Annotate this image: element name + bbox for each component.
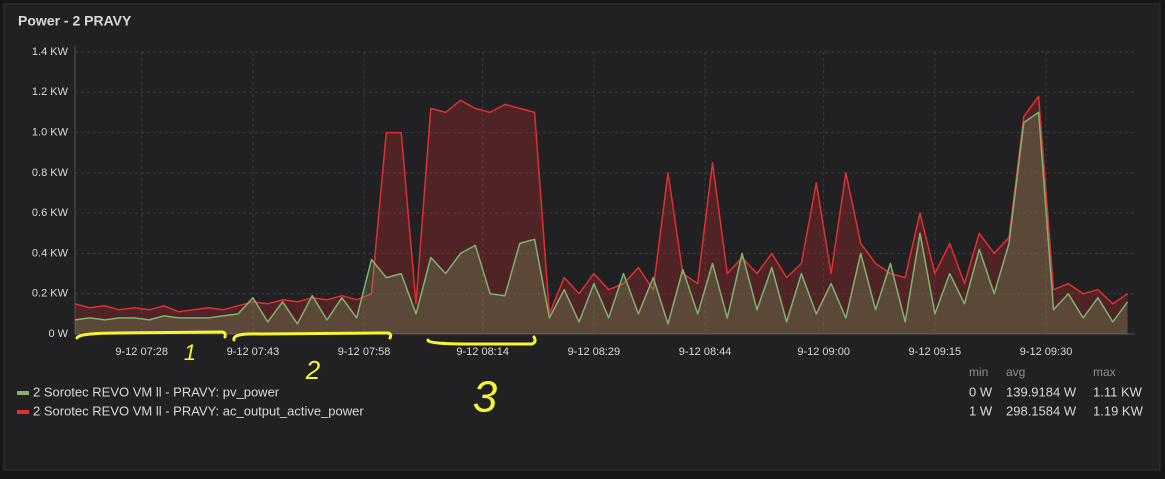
annotation: 2 [305,355,321,385]
legend-avg: 298.1584 W [1006,403,1077,418]
underline [426,335,537,346]
legend-min: 0 W [969,384,993,399]
y-tick-label: 0 W [48,328,68,340]
underline [232,331,393,342]
series-area [75,96,1128,334]
legend-label: 2 Sorotec REVO VM ll - PRAVY: pv_power [33,384,280,399]
chart-title: Power - 2 PRAVY [18,13,132,29]
x-tick-label: 9-12 09:00 [797,346,850,358]
x-tick-label: 9-12 08:14 [456,346,509,358]
y-tick-label: 1.2 KW [32,86,69,98]
legend-max: 1.19 KW [1093,403,1144,418]
legend-min: 1 W [969,403,993,418]
plot: 0 W 0.2 KW 0.4 KW 0.6 KW 0.8 KW 1.0 KW 1.2 KW 1… [32,46,1135,358]
x-tick-label: 9-12 07:58 [338,346,391,358]
y-tick-label: 0.8 KW [32,167,69,179]
y-tick-label: 1.0 KW [32,126,69,138]
legend-label: 2 Sorotec REVO VM ll - PRAVY: ac_output_… [33,403,364,418]
series-line [74,111,1129,325]
underline [75,330,227,340]
legend-column-header: max [1093,365,1116,379]
x-tick-label: 9-12 07:43 [227,346,280,358]
y-tick-label: 0.6 KW [32,207,69,219]
legend-max: 1.11 KW [1093,384,1143,399]
x-tick-label: 9-12 08:44 [679,346,732,358]
series-area [75,112,1128,335]
x-tick-label: 9-12 08:29 [568,346,621,358]
y-tick-label: 1.4 KW [32,46,69,58]
annotation: 1 [184,340,196,365]
legend-swatch [17,410,29,414]
x-tick-label: 9-12 07:28 [115,346,168,358]
y-tick-label: 0.2 KW [32,288,69,300]
legend-swatch [17,391,29,395]
x-tick-label: 9-12 09:30 [1020,346,1073,358]
x-tick-label: 9-12 09:15 [909,346,962,358]
legend-column-header: min [969,365,988,379]
y-tick-label: 0.4 KW [32,247,69,259]
legend: min avg max 2 Sorotec REVO VM ll - PRAVY: p… [17,365,1144,418]
legend-avg: 139.9184 W [1006,384,1077,399]
series-line [74,95,1129,315]
panel [3,3,1161,471]
annotation: 3 [473,373,498,422]
handwriting [75,330,537,346]
legend-column-header: avg [1006,365,1025,379]
